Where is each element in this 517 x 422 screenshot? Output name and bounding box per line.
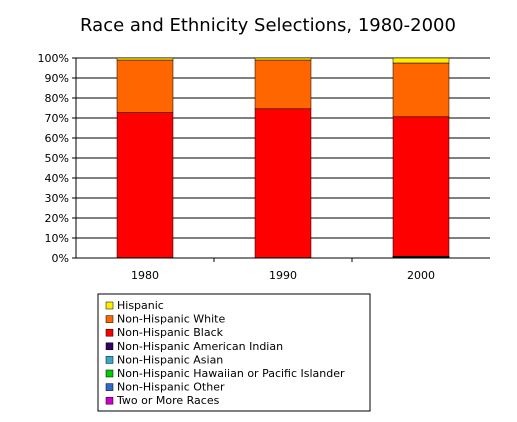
legend-swatch xyxy=(106,384,113,391)
legend-label: Non-Hispanic Hawaiian or Pacific Islande… xyxy=(117,367,345,380)
y-tick-label: 10% xyxy=(45,232,69,245)
legend-label: Non-Hispanic White xyxy=(117,313,225,326)
bar-segment xyxy=(393,63,449,117)
y-tick-label: 40% xyxy=(45,172,69,185)
bar-segment xyxy=(393,117,449,256)
bar-segment xyxy=(117,113,173,258)
bar-segment xyxy=(255,60,311,109)
bar-segment xyxy=(117,60,173,113)
y-tick-label: 80% xyxy=(45,92,69,105)
bar-segment xyxy=(393,58,449,63)
legend-label: Non-Hispanic Other xyxy=(117,381,225,394)
legend-swatch xyxy=(106,370,113,377)
bar-segment xyxy=(255,109,311,258)
x-tick-label: 1980 xyxy=(131,269,159,282)
legend-label: Non-Hispanic Asian xyxy=(117,353,223,366)
y-tick-label: 20% xyxy=(45,212,69,225)
legend-swatch xyxy=(106,397,113,404)
y-tick-label: 70% xyxy=(45,112,69,125)
legend-label: Non-Hispanic American Indian xyxy=(117,340,283,353)
legend-label: Non-Hispanic Black xyxy=(117,326,224,339)
bar-segment xyxy=(255,58,311,60)
y-tick-label: 30% xyxy=(45,192,69,205)
legend-swatch xyxy=(106,356,113,363)
x-tick-label: 2000 xyxy=(407,269,435,282)
bar-segment xyxy=(117,58,173,60)
legend-swatch xyxy=(106,316,113,323)
legend-label: Two or More Races xyxy=(116,394,220,407)
bars xyxy=(117,58,449,258)
legend-swatch xyxy=(106,302,113,309)
y-tick-label: 0% xyxy=(52,252,69,265)
y-tick-label: 100% xyxy=(38,52,69,65)
legend-swatch xyxy=(106,329,113,336)
y-tick-label: 90% xyxy=(45,72,69,85)
legend-swatch xyxy=(106,343,113,350)
chart-title: Race and Ethnicity Selections, 1980-2000 xyxy=(80,15,456,36)
legend-label: Hispanic xyxy=(117,299,164,312)
y-tick-label: 50% xyxy=(45,152,69,165)
y-tick-label: 60% xyxy=(45,132,69,145)
x-tick-label: 1990 xyxy=(269,269,297,282)
